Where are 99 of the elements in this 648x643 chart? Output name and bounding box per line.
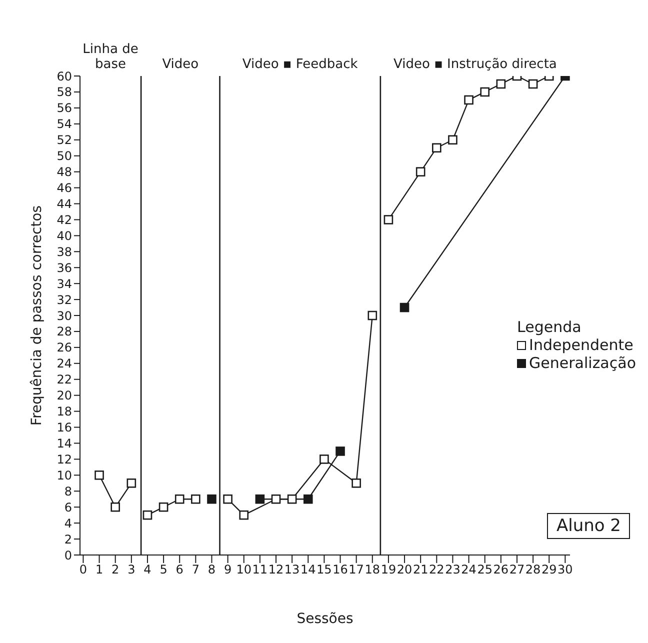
x-tick-label: 9 bbox=[224, 562, 232, 577]
y-tick-label: 16 bbox=[56, 420, 72, 435]
x-tick-label: 0 bbox=[79, 562, 88, 577]
y-tick-label: 14 bbox=[56, 436, 72, 450]
x-tick-label: 4 bbox=[144, 562, 152, 577]
x-tick-label: 21 bbox=[412, 562, 428, 577]
text: Linha de base bbox=[82, 42, 138, 72]
x-tick-label: 18 bbox=[364, 562, 380, 577]
x-tick-label: 8 bbox=[208, 562, 216, 577]
x-tick-label: 26 bbox=[493, 562, 509, 577]
point bbox=[480, 87, 490, 97]
x-tick-label: 14 bbox=[300, 562, 316, 577]
y-tick-label: 26 bbox=[56, 340, 72, 355]
y-tick-label: 50 bbox=[56, 149, 72, 164]
y-tick-label: 42 bbox=[56, 212, 72, 227]
annotation: Aluno 2 bbox=[547, 513, 630, 539]
y-tick-label: 54 bbox=[56, 117, 72, 132]
point bbox=[368, 310, 378, 320]
point bbox=[255, 494, 265, 504]
y-tick-label: 40 bbox=[56, 228, 72, 243]
y-tick-label: 56 bbox=[56, 101, 72, 116]
x-tick-label: 12 bbox=[268, 562, 284, 577]
y-tick-label: 48 bbox=[56, 165, 72, 180]
y-tick-label: 36 bbox=[56, 260, 72, 275]
point bbox=[223, 494, 232, 504]
point bbox=[126, 478, 136, 488]
y-tick-label: 60 bbox=[56, 69, 72, 84]
x-tick-label: 17 bbox=[348, 562, 364, 577]
y-tick-label: 28 bbox=[56, 324, 72, 339]
point bbox=[142, 510, 152, 520]
legend-label: Independente bbox=[529, 336, 634, 354]
x-tick-label: 3 bbox=[128, 562, 136, 577]
y-tick-label: 52 bbox=[56, 133, 72, 148]
point bbox=[207, 494, 216, 504]
x-tick-label: 27 bbox=[509, 562, 525, 577]
y-tick-label: 0 bbox=[64, 548, 72, 562]
point bbox=[191, 494, 200, 504]
point bbox=[287, 494, 297, 504]
y-tick-label: 46 bbox=[56, 181, 72, 196]
y-tick-label: 8 bbox=[64, 484, 72, 498]
y-tick-label: 2 bbox=[64, 532, 72, 546]
y-tick-label: 12 bbox=[56, 452, 72, 466]
x-tick-label: 24 bbox=[461, 562, 476, 577]
y-tick-label: 6 bbox=[64, 500, 72, 514]
point bbox=[336, 446, 345, 456]
x-tick-label: 16 bbox=[332, 562, 348, 577]
y-tick-label: 22 bbox=[56, 372, 72, 387]
x-tick-label: 25 bbox=[477, 562, 492, 577]
y-tick-label: 38 bbox=[56, 244, 72, 259]
x-tick-label: 15 bbox=[316, 562, 332, 577]
point bbox=[384, 215, 394, 224]
x-tick-label: 13 bbox=[284, 562, 300, 577]
point bbox=[303, 494, 313, 504]
point bbox=[400, 302, 410, 312]
y-tick-label: 18 bbox=[56, 404, 72, 419]
x-tick-label: 20 bbox=[396, 562, 412, 577]
text: Video ▪ Instrução directa bbox=[394, 57, 557, 72]
x-tick-label: 30 bbox=[558, 562, 573, 577]
point bbox=[352, 478, 361, 488]
y-tick-label: 30 bbox=[56, 308, 72, 323]
x-tick-label: 22 bbox=[429, 562, 444, 577]
x-tick-label: 29 bbox=[541, 562, 557, 577]
x-tick-label: 19 bbox=[380, 562, 396, 577]
point bbox=[174, 494, 184, 504]
legend-title: Legenda bbox=[517, 318, 582, 336]
point bbox=[416, 167, 426, 176]
point bbox=[448, 135, 458, 145]
point bbox=[110, 502, 120, 512]
y-tick-label: 24 bbox=[56, 356, 72, 371]
point bbox=[432, 143, 442, 152]
point bbox=[271, 494, 281, 504]
legend-label: Generalização bbox=[529, 354, 636, 372]
point bbox=[239, 510, 249, 520]
text: Video ▪ Feedback bbox=[242, 57, 358, 72]
y-tick-label: 58 bbox=[56, 85, 72, 100]
x-tick-label: 5 bbox=[160, 562, 168, 577]
y-tick-label: 4 bbox=[64, 516, 72, 530]
text: Video bbox=[162, 57, 199, 72]
x-tick-label: 7 bbox=[192, 562, 200, 577]
y-tick-label: 32 bbox=[56, 292, 72, 307]
x-tick-label: 1 bbox=[95, 562, 104, 577]
y-axis-title: Frequência de passos correctos bbox=[28, 205, 45, 426]
point bbox=[158, 502, 168, 512]
point bbox=[464, 95, 474, 105]
x-tick-label: 6 bbox=[176, 562, 184, 577]
point bbox=[94, 470, 104, 480]
y-tick-label: 10 bbox=[56, 468, 72, 482]
point bbox=[320, 454, 329, 464]
point bbox=[528, 79, 538, 89]
x-axis-title: Sessões bbox=[296, 610, 354, 627]
y-tick-label: 44 bbox=[56, 196, 72, 211]
x-tick-label: 23 bbox=[445, 562, 460, 577]
y-tick-label: 20 bbox=[56, 388, 72, 403]
x-tick-label: 2 bbox=[112, 562, 120, 577]
x-tick-label: 10 bbox=[236, 562, 252, 577]
x-tick-label: 11 bbox=[252, 562, 268, 577]
y-tick-label: 34 bbox=[56, 276, 72, 291]
point bbox=[496, 79, 506, 89]
x-tick-label: 28 bbox=[525, 562, 541, 577]
